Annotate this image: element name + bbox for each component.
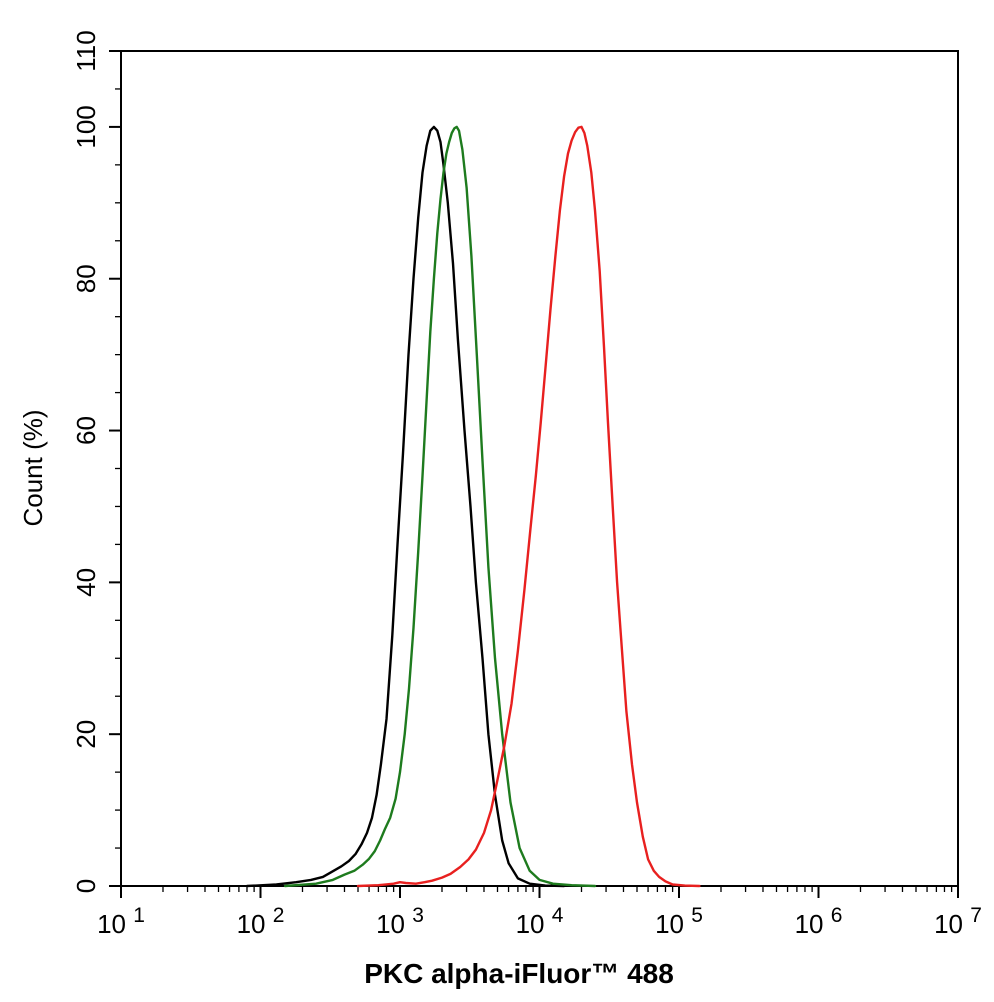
y-axis-title: Count (%) — [18, 409, 48, 526]
y-axis: 0 20 40 60 80 100 110 — [71, 30, 121, 893]
x-tick-label: 10 7 — [934, 904, 982, 939]
x-tick-label: 10 6 — [795, 904, 843, 939]
x-tick-label: 10 2 — [237, 904, 285, 939]
y-tick-label: 0 — [71, 879, 101, 893]
x-axis-title: PKC alpha-iFluor™ 488 — [364, 958, 674, 989]
series-group — [245, 125, 701, 888]
x-tick-label: 10 5 — [655, 904, 703, 939]
x-axis: 10 1 10 2 10 3 10 4 10 5 10 6 10 7 — [97, 886, 982, 939]
series-line — [283, 125, 597, 888]
series-line — [245, 125, 566, 888]
y-tick-label: 100 — [71, 105, 101, 148]
x-tick-label: 10 4 — [516, 904, 564, 939]
y-tick-label: 110 — [71, 30, 101, 71]
plot-area-frame — [120, 50, 959, 887]
x-tick-label: 10 3 — [376, 904, 424, 939]
y-tick-label: 20 — [71, 720, 101, 749]
series-line — [356, 125, 701, 888]
y-tick-label: 80 — [71, 264, 101, 293]
y-tick-label: 60 — [71, 416, 101, 445]
y-tick-label: 40 — [71, 568, 101, 597]
x-tick-label: 10 1 — [97, 904, 145, 939]
